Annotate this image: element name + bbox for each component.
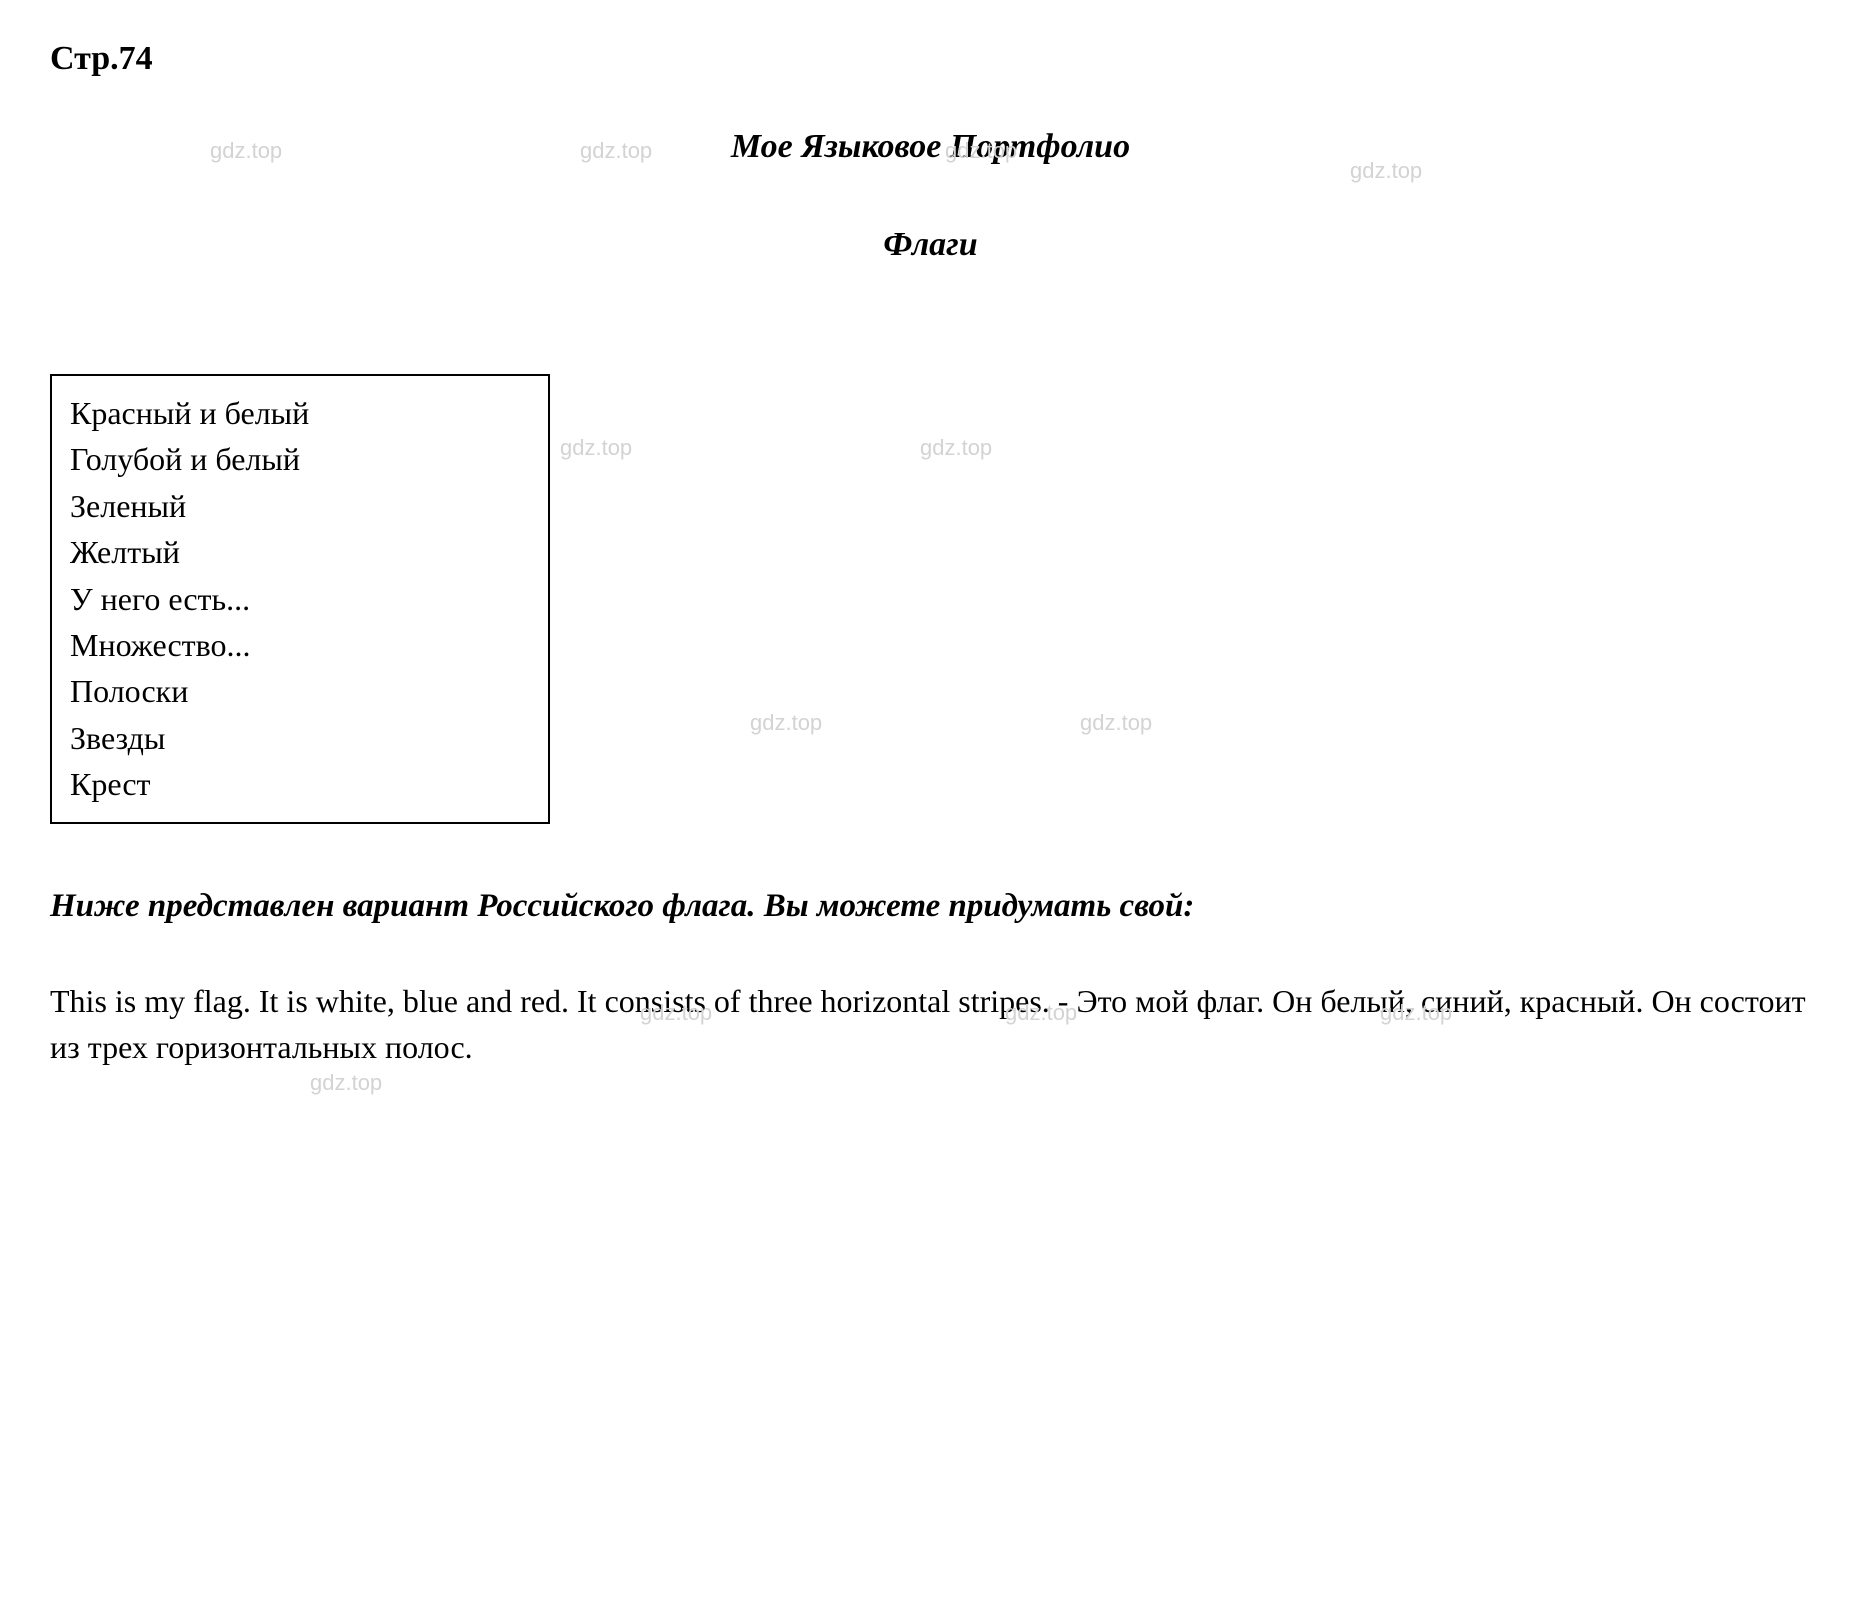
list-item: У него есть... — [70, 576, 530, 622]
list-item: Желтый — [70, 529, 530, 575]
watermark-text: gdz.top — [750, 710, 822, 736]
list-item: Голубой и белый — [70, 436, 530, 482]
list-item: Множество... — [70, 622, 530, 668]
watermark-text: gdz.top — [560, 435, 632, 461]
list-item: Звезды — [70, 715, 530, 761]
page-content: Стр.74 Мое Языковое Портфолио Флаги Крас… — [50, 40, 1811, 1071]
watermark-text: gdz.top — [920, 435, 992, 461]
watermark-text: gdz.top — [310, 1070, 382, 1096]
list-item: Красный и белый — [70, 390, 530, 436]
instruction-text: Ниже представлен вариант Российского фла… — [50, 884, 1811, 929]
vocabulary-box: Красный и белый Голубой и белый Зеленый … — [50, 374, 550, 824]
list-item: Крест — [70, 761, 530, 807]
body-text: This is my flag. It is white, blue and r… — [50, 978, 1811, 1071]
watermark-text: gdz.top — [1080, 710, 1152, 736]
page-label: Стр.74 — [50, 40, 1811, 78]
subtitle: Флаги — [50, 226, 1811, 264]
list-item: Зеленый — [70, 483, 530, 529]
list-item: Полоски — [70, 668, 530, 714]
main-title: Мое Языковое Портфолио — [50, 128, 1811, 166]
